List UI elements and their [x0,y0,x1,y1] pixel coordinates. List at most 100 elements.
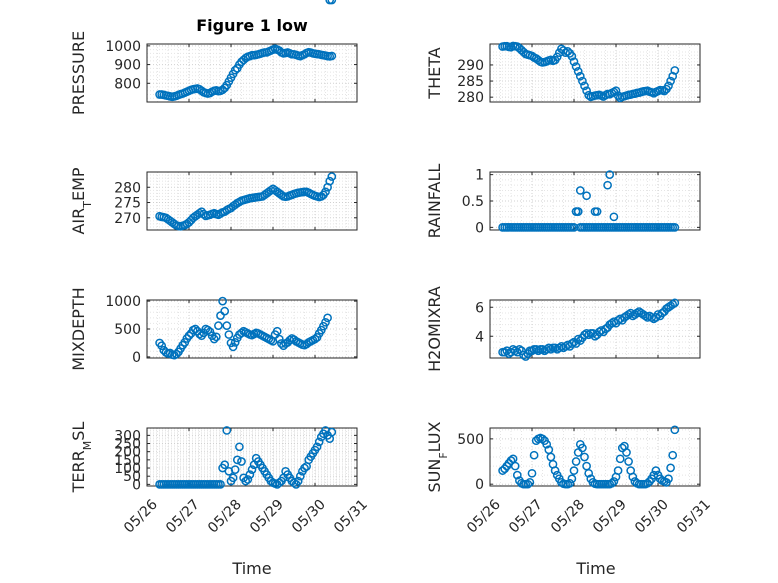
data-point [607,478,617,488]
data-point [659,86,669,96]
data-point [529,450,539,460]
data-point [321,317,330,327]
data-point [603,180,612,190]
data-point [531,344,541,354]
y-tick-label: 1000 [105,39,141,55]
data-point [523,479,533,489]
data-point [237,457,246,466]
data-point [622,448,631,457]
data-point [289,478,299,488]
data-point [203,325,213,335]
data-point [220,460,230,470]
series-markers [155,172,337,231]
y-tick-label: 300 [114,428,141,444]
data-point [552,52,562,62]
subplot-6: 4 6 H2OMIXRA [425,286,701,372]
data-point [222,426,232,435]
data-point [230,338,240,347]
y-tick-label: 270 [114,211,141,227]
data-point [527,346,537,356]
data-point [199,209,209,219]
data-point [327,51,337,61]
x-axis-label-left: Time [231,559,271,578]
axes-box [146,427,358,487]
data-point [613,466,623,475]
y-axis-label: AIRTEMP [69,167,94,234]
data-point [571,457,581,466]
data-point [664,474,673,484]
y-tick-label: 0 [132,477,141,493]
data-point [569,466,579,475]
data-point [668,300,678,309]
y-axis-label: H2OMIXRA [425,286,444,372]
data-point [550,466,560,475]
x-tick-label: 05/30 [289,497,329,537]
y-tick-label: 900 [114,58,141,74]
data-point [624,310,633,319]
data-point [237,328,246,338]
data-point [218,296,227,306]
data-point [582,191,591,201]
data-point [512,470,522,480]
subplot-5: 0 500 1000 MIXDEPTH [69,0,358,371]
data-point [310,334,320,344]
y-tick-label: 200 [114,445,141,461]
x-tick-label: 05/29 [247,497,287,537]
data-point [666,76,675,86]
data-point [519,350,528,360]
data-point [241,476,251,486]
x-tick-label: 05/27 [506,497,546,537]
data-point [230,465,240,475]
data-point [243,475,253,484]
x-tick-label: 05/29 [590,497,630,537]
data-point [533,346,543,356]
series-markers [155,44,337,102]
data-point [274,334,284,344]
x-tick-label: 05/30 [632,497,672,537]
data-point [300,463,309,473]
y-axis-label: PRESSURE [69,31,88,115]
data-point [245,470,255,479]
y-tick-label: 280 [114,180,141,196]
axes-box [489,43,701,103]
y-tick-label: 290 [457,58,484,74]
x-tick-label: 05/31 [331,497,371,537]
data-point [664,81,673,91]
data-point [573,67,583,76]
data-point [232,455,242,465]
data-point [184,331,194,341]
data-point [567,51,577,61]
data-point [274,478,284,488]
axes-box [146,43,358,103]
y-tick-label: 150 [114,453,141,469]
y-axis-label: MIXDEPTH [69,287,88,370]
y-tick-label: 0.5 [462,194,484,210]
series-markers [155,426,337,489]
data-point [609,212,619,222]
data-point [228,342,238,352]
data-point [613,91,623,100]
data-point [314,437,324,447]
y-tick-label: 800 [114,76,141,92]
data-point [515,344,524,354]
data-point [624,457,633,466]
data-point [209,334,219,344]
data-point [582,329,591,338]
y-tick-label: 100 [114,461,141,477]
y-tick-label: 275 [114,196,141,212]
data-point [563,47,573,56]
x-tick-label: 05/27 [163,497,203,537]
y-tick-label: 50 [123,469,141,485]
data-point [670,425,680,435]
data-point [628,472,638,482]
axes-box [146,171,358,231]
data-point [195,329,204,339]
subplot-4: 0 0.5 1 RAINFALL [425,164,701,238]
data-point [544,343,554,353]
y-tick-label: 0 [475,220,484,236]
data-point [222,321,232,331]
series-markers [498,170,680,232]
data-point [670,66,680,75]
